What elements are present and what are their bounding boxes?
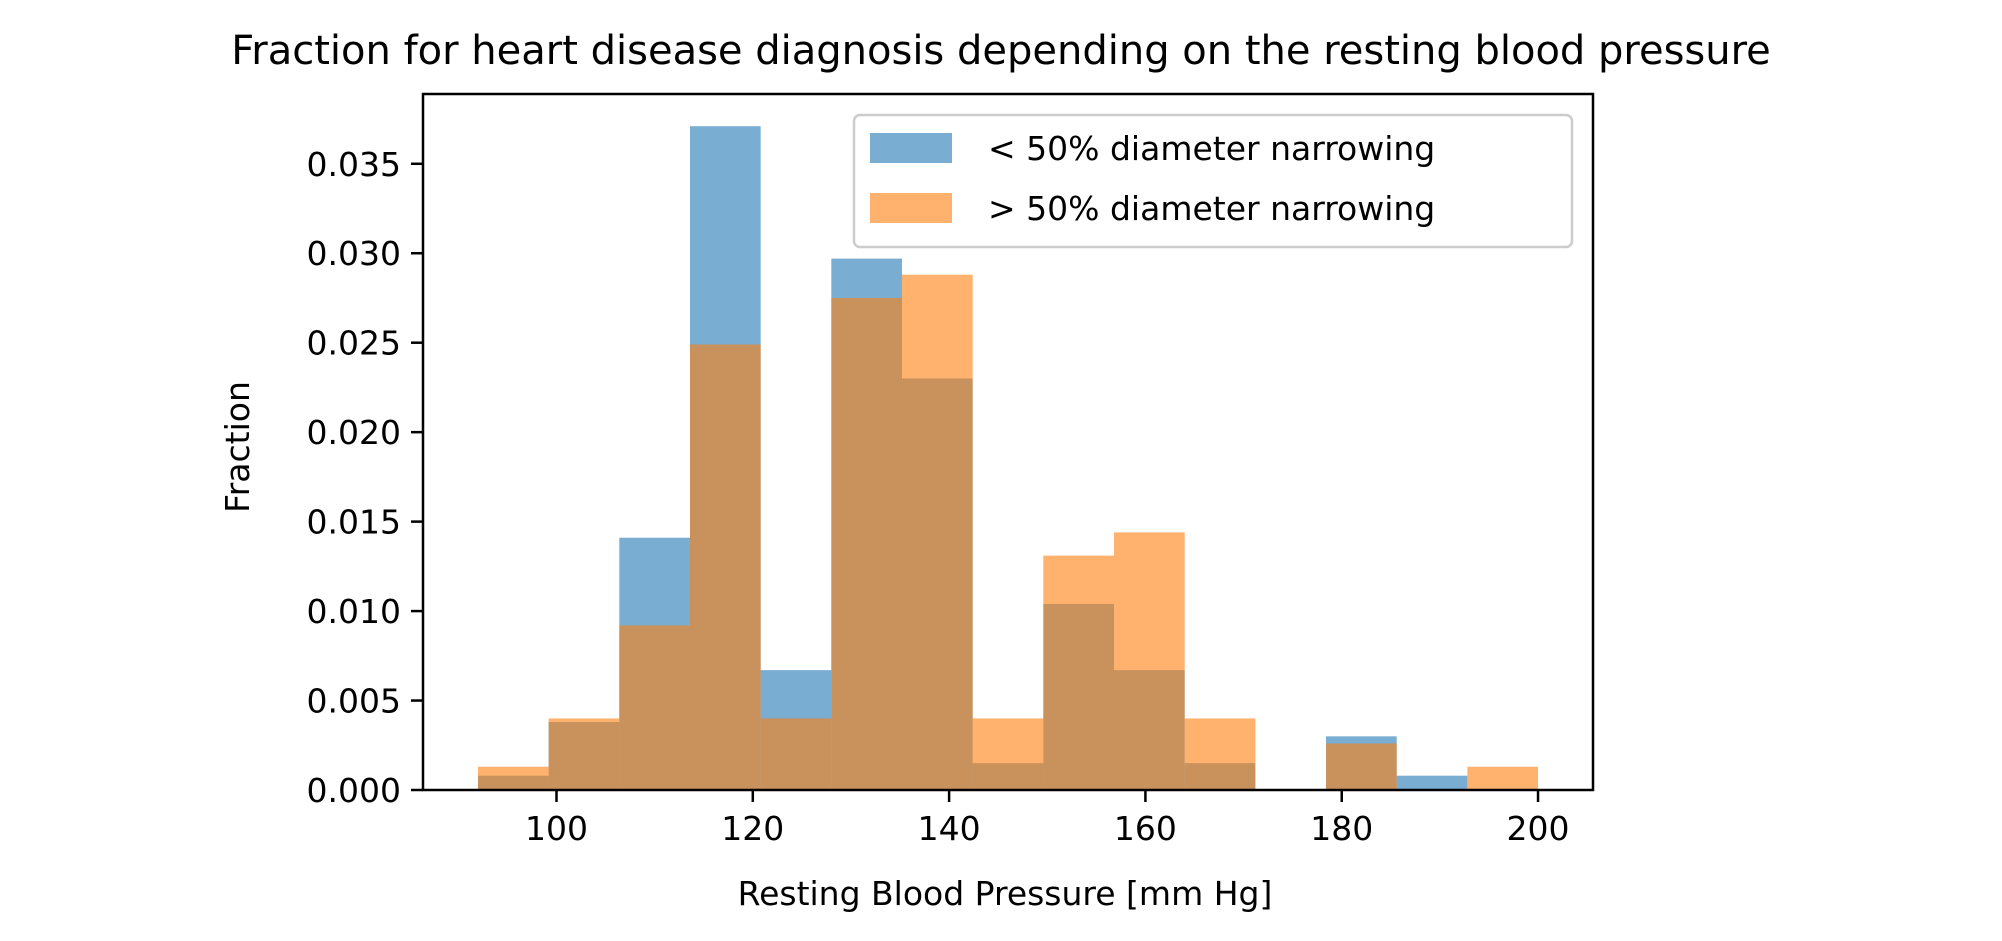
x-tick-label: 160 bbox=[1114, 809, 1177, 848]
histogram-bar-series-2 bbox=[1467, 766, 1539, 790]
legend-label-series-1: < 50% diameter narrowing bbox=[988, 129, 1435, 168]
histogram-bar-series-2 bbox=[760, 718, 832, 790]
legend: < 50% diameter narrowing > 50% diameter n… bbox=[852, 113, 1574, 249]
x-tick-label: 100 bbox=[525, 809, 588, 848]
legend-swatch-series-2 bbox=[870, 193, 952, 223]
histogram-bar-series-2 bbox=[689, 344, 761, 790]
y-tick-label: 0.005 bbox=[307, 682, 401, 721]
histogram-bar-series-2 bbox=[831, 297, 902, 790]
histogram-bar-series-1 bbox=[1396, 775, 1468, 790]
histogram-bar-series-2 bbox=[1326, 743, 1397, 790]
histogram-bar-series-2 bbox=[1043, 555, 1115, 790]
histogram-bar-series-2 bbox=[901, 274, 973, 791]
y-tick-label: 0.035 bbox=[307, 145, 401, 184]
legend-box bbox=[852, 113, 1574, 249]
legend-swatch-series-1 bbox=[870, 133, 952, 163]
axes-layer: 100 120 140 160 180 200 0.000 0.005 0.010 0.015 0.… bbox=[307, 92, 1595, 848]
y-axis-label: Fraction bbox=[218, 381, 257, 513]
plot-frame bbox=[421, 92, 1595, 792]
legend-label-series-2: > 50% diameter narrowing bbox=[988, 189, 1435, 228]
x-axis-label: Resting Blood Pressure [mm Hg] bbox=[738, 874, 1273, 913]
x-tick-label: 120 bbox=[721, 809, 784, 848]
y-tick-label: 0.010 bbox=[307, 592, 401, 631]
x-tick-label: 140 bbox=[918, 809, 981, 848]
histogram-bar-series-2 bbox=[477, 766, 549, 790]
histogram-bar-series-2 bbox=[1114, 532, 1185, 790]
y-tick-label: 0.020 bbox=[307, 413, 401, 452]
bars-layer bbox=[477, 126, 1539, 791]
histogram-bar-series-2 bbox=[1184, 718, 1256, 790]
y-tick-label: 0.025 bbox=[307, 324, 401, 363]
y-tick-label: 0.015 bbox=[307, 503, 401, 542]
y-tick-label: 0.030 bbox=[307, 234, 401, 273]
x-tick-label: 200 bbox=[1507, 809, 1570, 848]
x-tick-label: 180 bbox=[1310, 809, 1373, 848]
histogram-bar-series-2 bbox=[972, 718, 1044, 790]
histogram-bar-series-2 bbox=[619, 625, 690, 790]
chart-title: Fraction for heart disease diagnosis dep… bbox=[231, 28, 1771, 74]
y-tick-label: 0.000 bbox=[307, 771, 401, 810]
histogram-bar-series-2 bbox=[548, 718, 620, 790]
